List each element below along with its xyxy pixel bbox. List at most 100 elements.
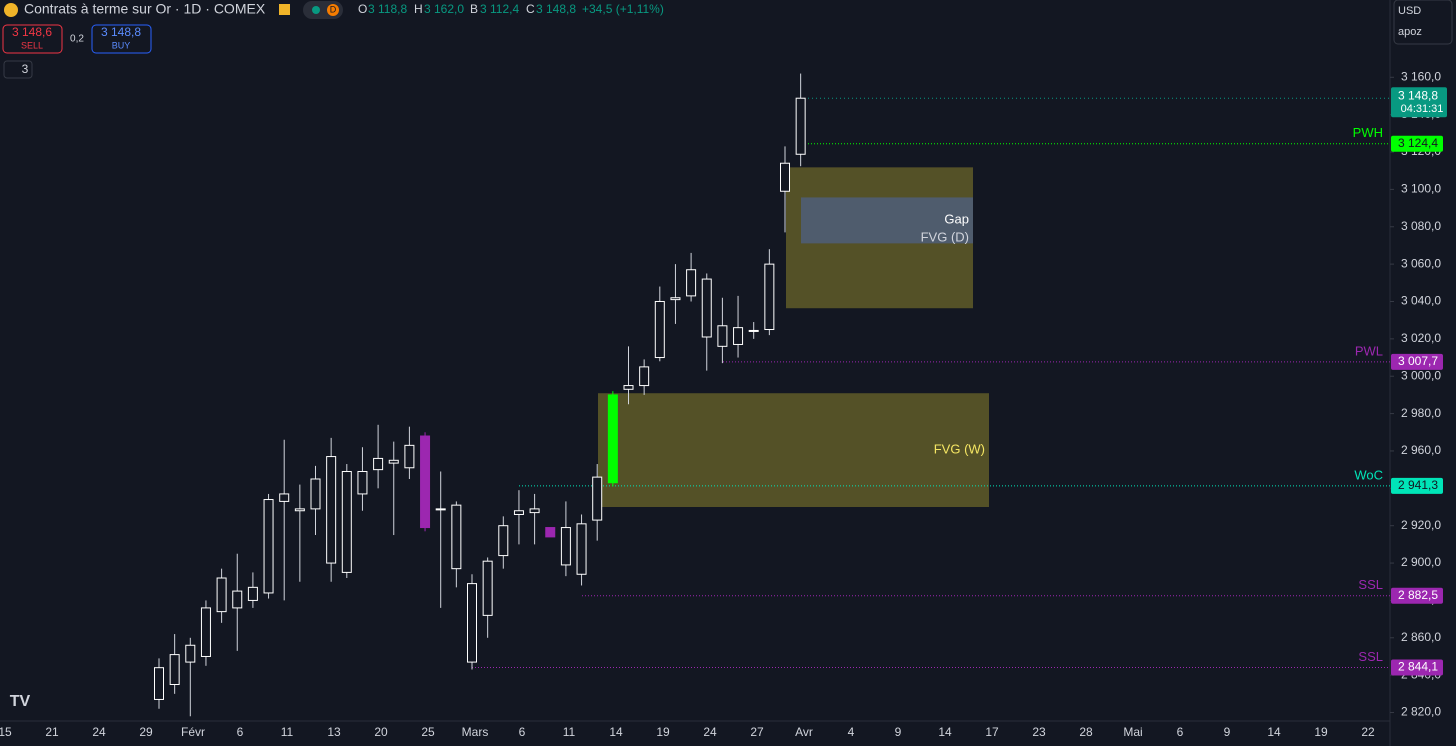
sell-price: 3 148,6	[12, 25, 52, 39]
buy-price: 3 148,8	[101, 25, 141, 39]
x-tick-label: 9	[895, 725, 902, 739]
y-tick-label: 2 900,0	[1401, 555, 1441, 569]
level-name: SSL	[1358, 577, 1383, 592]
candle-body	[341, 471, 352, 573]
x-tick-label: 14	[1267, 725, 1281, 739]
tv-logo: TV	[10, 693, 31, 710]
currency-box[interactable]	[1393, 0, 1453, 45]
level-badge	[1391, 477, 1443, 494]
flag	[279, 4, 290, 15]
user: apoz	[1398, 26, 1422, 38]
level-value: 2 882,5	[1398, 588, 1438, 602]
logo	[4, 3, 18, 17]
y-tick-label: 3 040,0	[1401, 294, 1441, 308]
x-tick-label: 29	[139, 725, 153, 739]
candle-body	[764, 263, 775, 331]
countdown: 04:31:31	[1401, 103, 1444, 115]
x-tick-label: Mars	[462, 725, 489, 739]
buy-label: BUY	[112, 40, 131, 50]
candle-body	[607, 394, 618, 484]
spread: 0,2	[70, 34, 84, 45]
level-value: 2 844,1	[1398, 660, 1438, 674]
change: +34,5 (+1,11%)	[582, 2, 664, 16]
x-tick-label: 6	[1177, 725, 1184, 739]
candle-body	[216, 577, 227, 613]
x-tick-label: 19	[1314, 725, 1328, 739]
x-tick-label: 28	[1079, 725, 1093, 739]
y-tick-label: 3 000,0	[1401, 368, 1441, 382]
x-tick-label: 14	[609, 725, 623, 739]
level-name: WoC	[1354, 467, 1383, 482]
ohlc-value: 3 148,8	[536, 2, 576, 16]
candle-body	[701, 278, 712, 338]
x-tick-label: Mai	[1123, 725, 1142, 739]
candle-body	[435, 508, 446, 511]
candle-body	[310, 478, 321, 510]
candle-body	[467, 583, 477, 663]
x-tick-label: 9	[1224, 725, 1231, 739]
candle-body	[639, 366, 650, 387]
candle-body	[388, 459, 399, 464]
y-tick-label: 2 980,0	[1401, 406, 1441, 420]
ohlc-key: C	[526, 2, 535, 16]
candle-body	[513, 510, 524, 515]
level-value: 2 941,3	[1398, 478, 1438, 492]
zone	[598, 393, 989, 508]
x-tick-label: 6	[519, 725, 526, 739]
y-tick-label: 2 920,0	[1401, 518, 1441, 532]
candle-body	[185, 644, 196, 663]
candle-body	[748, 329, 759, 332]
candle-body	[373, 457, 384, 471]
x-tick-label: 22	[1361, 725, 1375, 739]
candle-body	[670, 297, 681, 301]
level-name: PWL	[1355, 343, 1383, 358]
level-name: PWH	[1353, 125, 1383, 140]
y-tick-label: 2 860,0	[1401, 630, 1441, 644]
y-tick-label: 3 060,0	[1401, 256, 1441, 270]
x-tick-label: 17	[985, 725, 999, 739]
candle-body	[294, 508, 305, 512]
x-tick-label: 27	[750, 725, 764, 739]
x-tick-label: 19	[656, 725, 670, 739]
level-value: 3 007,7	[1398, 354, 1438, 368]
ohlc-key: H	[414, 2, 423, 16]
currency: USD	[1398, 5, 1421, 17]
x-tick-label: 20	[374, 725, 388, 739]
candle-body	[780, 162, 790, 192]
x-tick-label: 14	[938, 725, 952, 739]
candle-body	[733, 327, 744, 345]
buy-button[interactable]	[91, 24, 152, 54]
candle-body	[623, 385, 634, 390]
indicator-toggle[interactable]	[3, 60, 33, 79]
candle-body	[247, 586, 258, 601]
x-tick-label: 25	[421, 725, 435, 739]
level-value: 3 124,4	[1398, 136, 1438, 150]
last-price: 3 148,8	[1398, 88, 1438, 102]
candle-body	[482, 560, 493, 616]
badge: D	[330, 4, 337, 14]
level-name: SSL	[1358, 649, 1383, 664]
candle-body	[498, 525, 509, 557]
indicator-count: 3	[22, 62, 29, 76]
y-tick-label: 2 960,0	[1401, 443, 1441, 457]
zone	[801, 197, 973, 244]
candle-body	[686, 269, 697, 297]
candle-body	[560, 527, 571, 566]
candle-body	[154, 667, 164, 700]
y-tick-label: 3 080,0	[1401, 219, 1441, 233]
candle-body	[404, 444, 415, 469]
badge-bg	[327, 4, 339, 16]
candle-body	[232, 590, 243, 609]
candle-body	[451, 504, 462, 570]
x-tick-label: 13	[327, 725, 341, 739]
y-tick-label: 3 020,0	[1401, 331, 1441, 345]
candle-body	[169, 654, 180, 686]
candle-body	[326, 456, 337, 564]
ohlc-key: B	[470, 2, 478, 16]
x-tick-label: 23	[1032, 725, 1046, 739]
candle-body	[357, 471, 368, 495]
candle-body	[279, 493, 290, 502]
x-tick-label: 4	[848, 725, 855, 739]
sell-button[interactable]	[2, 24, 63, 54]
